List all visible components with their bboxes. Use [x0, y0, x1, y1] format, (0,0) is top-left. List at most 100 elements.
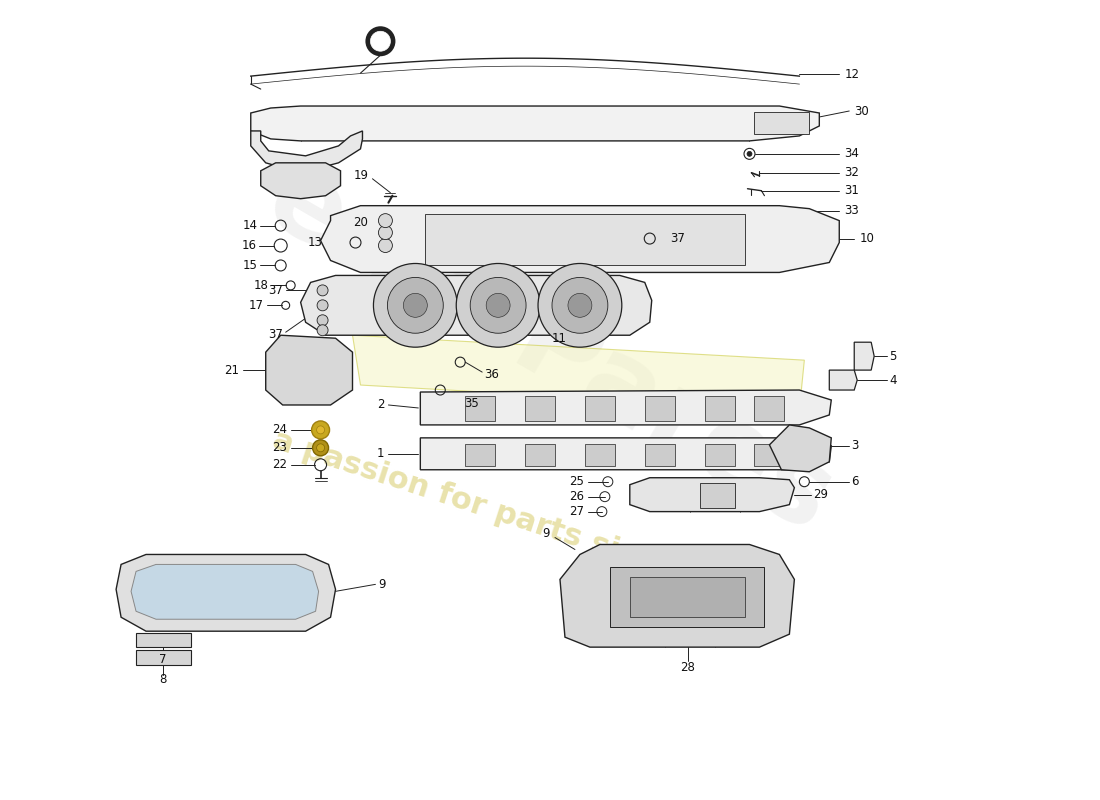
Bar	[705, 444, 735, 466]
Circle shape	[317, 444, 324, 452]
Circle shape	[317, 325, 328, 336]
Text: 31: 31	[845, 184, 859, 198]
Polygon shape	[420, 390, 832, 425]
Bar	[465, 444, 495, 466]
Polygon shape	[117, 554, 336, 631]
Text: 8: 8	[160, 673, 167, 686]
Polygon shape	[251, 131, 363, 173]
Circle shape	[486, 294, 510, 318]
Polygon shape	[320, 206, 839, 273]
Circle shape	[456, 263, 540, 347]
Text: 24: 24	[272, 423, 287, 436]
Polygon shape	[300, 275, 651, 335]
Text: 17: 17	[249, 299, 264, 312]
Bar	[465, 396, 495, 421]
Circle shape	[378, 214, 393, 228]
Text: 26: 26	[569, 490, 584, 503]
Text: 16: 16	[241, 239, 256, 252]
Circle shape	[373, 263, 458, 347]
Text: 34: 34	[845, 147, 859, 160]
Polygon shape	[251, 106, 820, 141]
Bar	[645, 396, 674, 421]
Text: 2: 2	[377, 398, 384, 411]
Text: 36: 36	[484, 367, 499, 381]
Bar	[609, 567, 764, 627]
Polygon shape	[855, 342, 875, 370]
Text: 32: 32	[845, 166, 859, 179]
Bar	[755, 396, 784, 421]
Text: 5: 5	[889, 350, 896, 362]
Text: a passion for parts since 1985: a passion for parts since 1985	[268, 426, 771, 614]
Circle shape	[366, 27, 395, 55]
Text: 1: 1	[377, 447, 384, 460]
Bar	[755, 112, 810, 134]
Circle shape	[317, 300, 328, 311]
Text: 30: 30	[855, 105, 869, 118]
Text: 9: 9	[378, 578, 386, 591]
Circle shape	[538, 263, 621, 347]
Text: 7: 7	[160, 653, 167, 666]
Bar	[136, 650, 191, 665]
Bar	[426, 214, 745, 266]
Circle shape	[470, 278, 526, 334]
Circle shape	[552, 278, 608, 334]
Bar	[755, 444, 784, 466]
Text: 12: 12	[845, 68, 859, 81]
Bar	[630, 578, 745, 618]
Text: 28: 28	[680, 661, 695, 674]
Polygon shape	[769, 425, 832, 472]
Text: 35: 35	[464, 398, 478, 410]
Circle shape	[378, 238, 393, 253]
Bar	[700, 482, 735, 508]
Polygon shape	[420, 438, 832, 470]
Circle shape	[568, 294, 592, 318]
Circle shape	[317, 285, 328, 296]
Bar	[136, 633, 191, 647]
Text: 15: 15	[242, 259, 257, 272]
Text: ↑: ↑	[376, 36, 385, 46]
Circle shape	[387, 278, 443, 334]
Polygon shape	[829, 370, 857, 390]
Circle shape	[371, 31, 390, 51]
Text: 37: 37	[267, 284, 283, 297]
Polygon shape	[261, 163, 341, 198]
Bar	[645, 444, 674, 466]
Text: euroPares: euroPares	[249, 145, 851, 555]
Circle shape	[317, 314, 328, 326]
Text: 37: 37	[267, 328, 283, 341]
Text: 9: 9	[542, 527, 550, 540]
Polygon shape	[266, 335, 352, 405]
Circle shape	[404, 294, 427, 318]
Text: 13: 13	[308, 236, 322, 249]
Polygon shape	[630, 478, 794, 512]
Bar	[525, 444, 556, 466]
Circle shape	[317, 426, 324, 434]
Bar	[585, 444, 615, 466]
Polygon shape	[352, 335, 804, 410]
Polygon shape	[131, 565, 319, 619]
Text: 29: 29	[813, 488, 828, 501]
Text: 37: 37	[670, 232, 684, 245]
Polygon shape	[560, 545, 794, 647]
Text: 20: 20	[353, 216, 369, 229]
Text: 14: 14	[242, 219, 257, 232]
Text: 6: 6	[851, 475, 859, 488]
Text: 10: 10	[859, 232, 874, 245]
Text: 11: 11	[552, 332, 567, 345]
Text: 25: 25	[569, 475, 584, 488]
Text: 23: 23	[272, 442, 287, 454]
Circle shape	[311, 421, 330, 439]
Text: 18: 18	[253, 279, 268, 292]
Text: 4: 4	[889, 374, 896, 386]
Circle shape	[747, 151, 752, 156]
Bar	[705, 396, 735, 421]
Circle shape	[312, 440, 329, 456]
Circle shape	[378, 226, 393, 239]
Text: 33: 33	[845, 204, 859, 217]
Bar	[525, 396, 556, 421]
Text: 21: 21	[223, 364, 239, 377]
Text: 22: 22	[272, 458, 287, 471]
Bar	[585, 396, 615, 421]
Text: 27: 27	[569, 505, 584, 518]
Text: 3: 3	[851, 439, 859, 452]
